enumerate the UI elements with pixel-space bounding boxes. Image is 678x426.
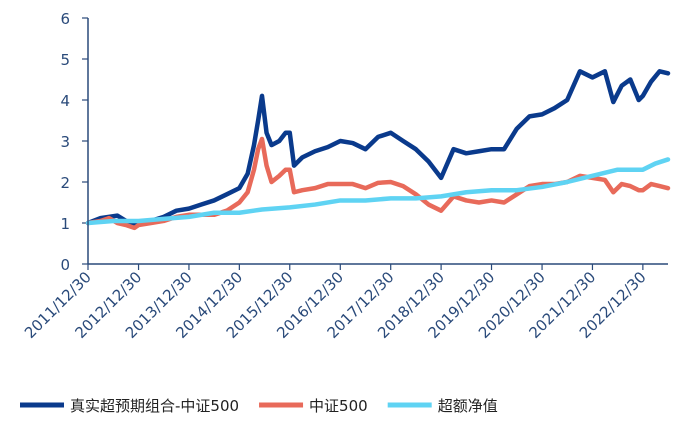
series-line-2 bbox=[85, 136, 671, 231]
x-axis-ticks: 2011/12/302012/12/302013/12/302014/12/30… bbox=[21, 264, 650, 342]
y-tick-label: 6 bbox=[60, 10, 70, 28]
y-tick-label: 5 bbox=[60, 51, 70, 69]
y-tick-label: 0 bbox=[60, 256, 70, 274]
y-tick-label: 2 bbox=[60, 174, 70, 192]
legend-label-3: 超额净值 bbox=[438, 397, 498, 415]
series-line-3 bbox=[85, 157, 671, 226]
y-tick-label: 3 bbox=[60, 133, 70, 151]
series-lines bbox=[85, 69, 671, 231]
y-tick-label: 4 bbox=[60, 92, 70, 110]
legend-label-2: 中证500 bbox=[309, 397, 368, 415]
legend: 真实超预期组合-中证500 中证500 超额净值 bbox=[20, 397, 498, 415]
series-line-1 bbox=[85, 69, 671, 228]
legend-label-1: 真实超预期组合-中证500 bbox=[70, 397, 239, 415]
y-tick-label: 1 bbox=[60, 215, 70, 233]
y-axis-ticks: 0 1 2 3 4 5 6 bbox=[60, 10, 88, 274]
